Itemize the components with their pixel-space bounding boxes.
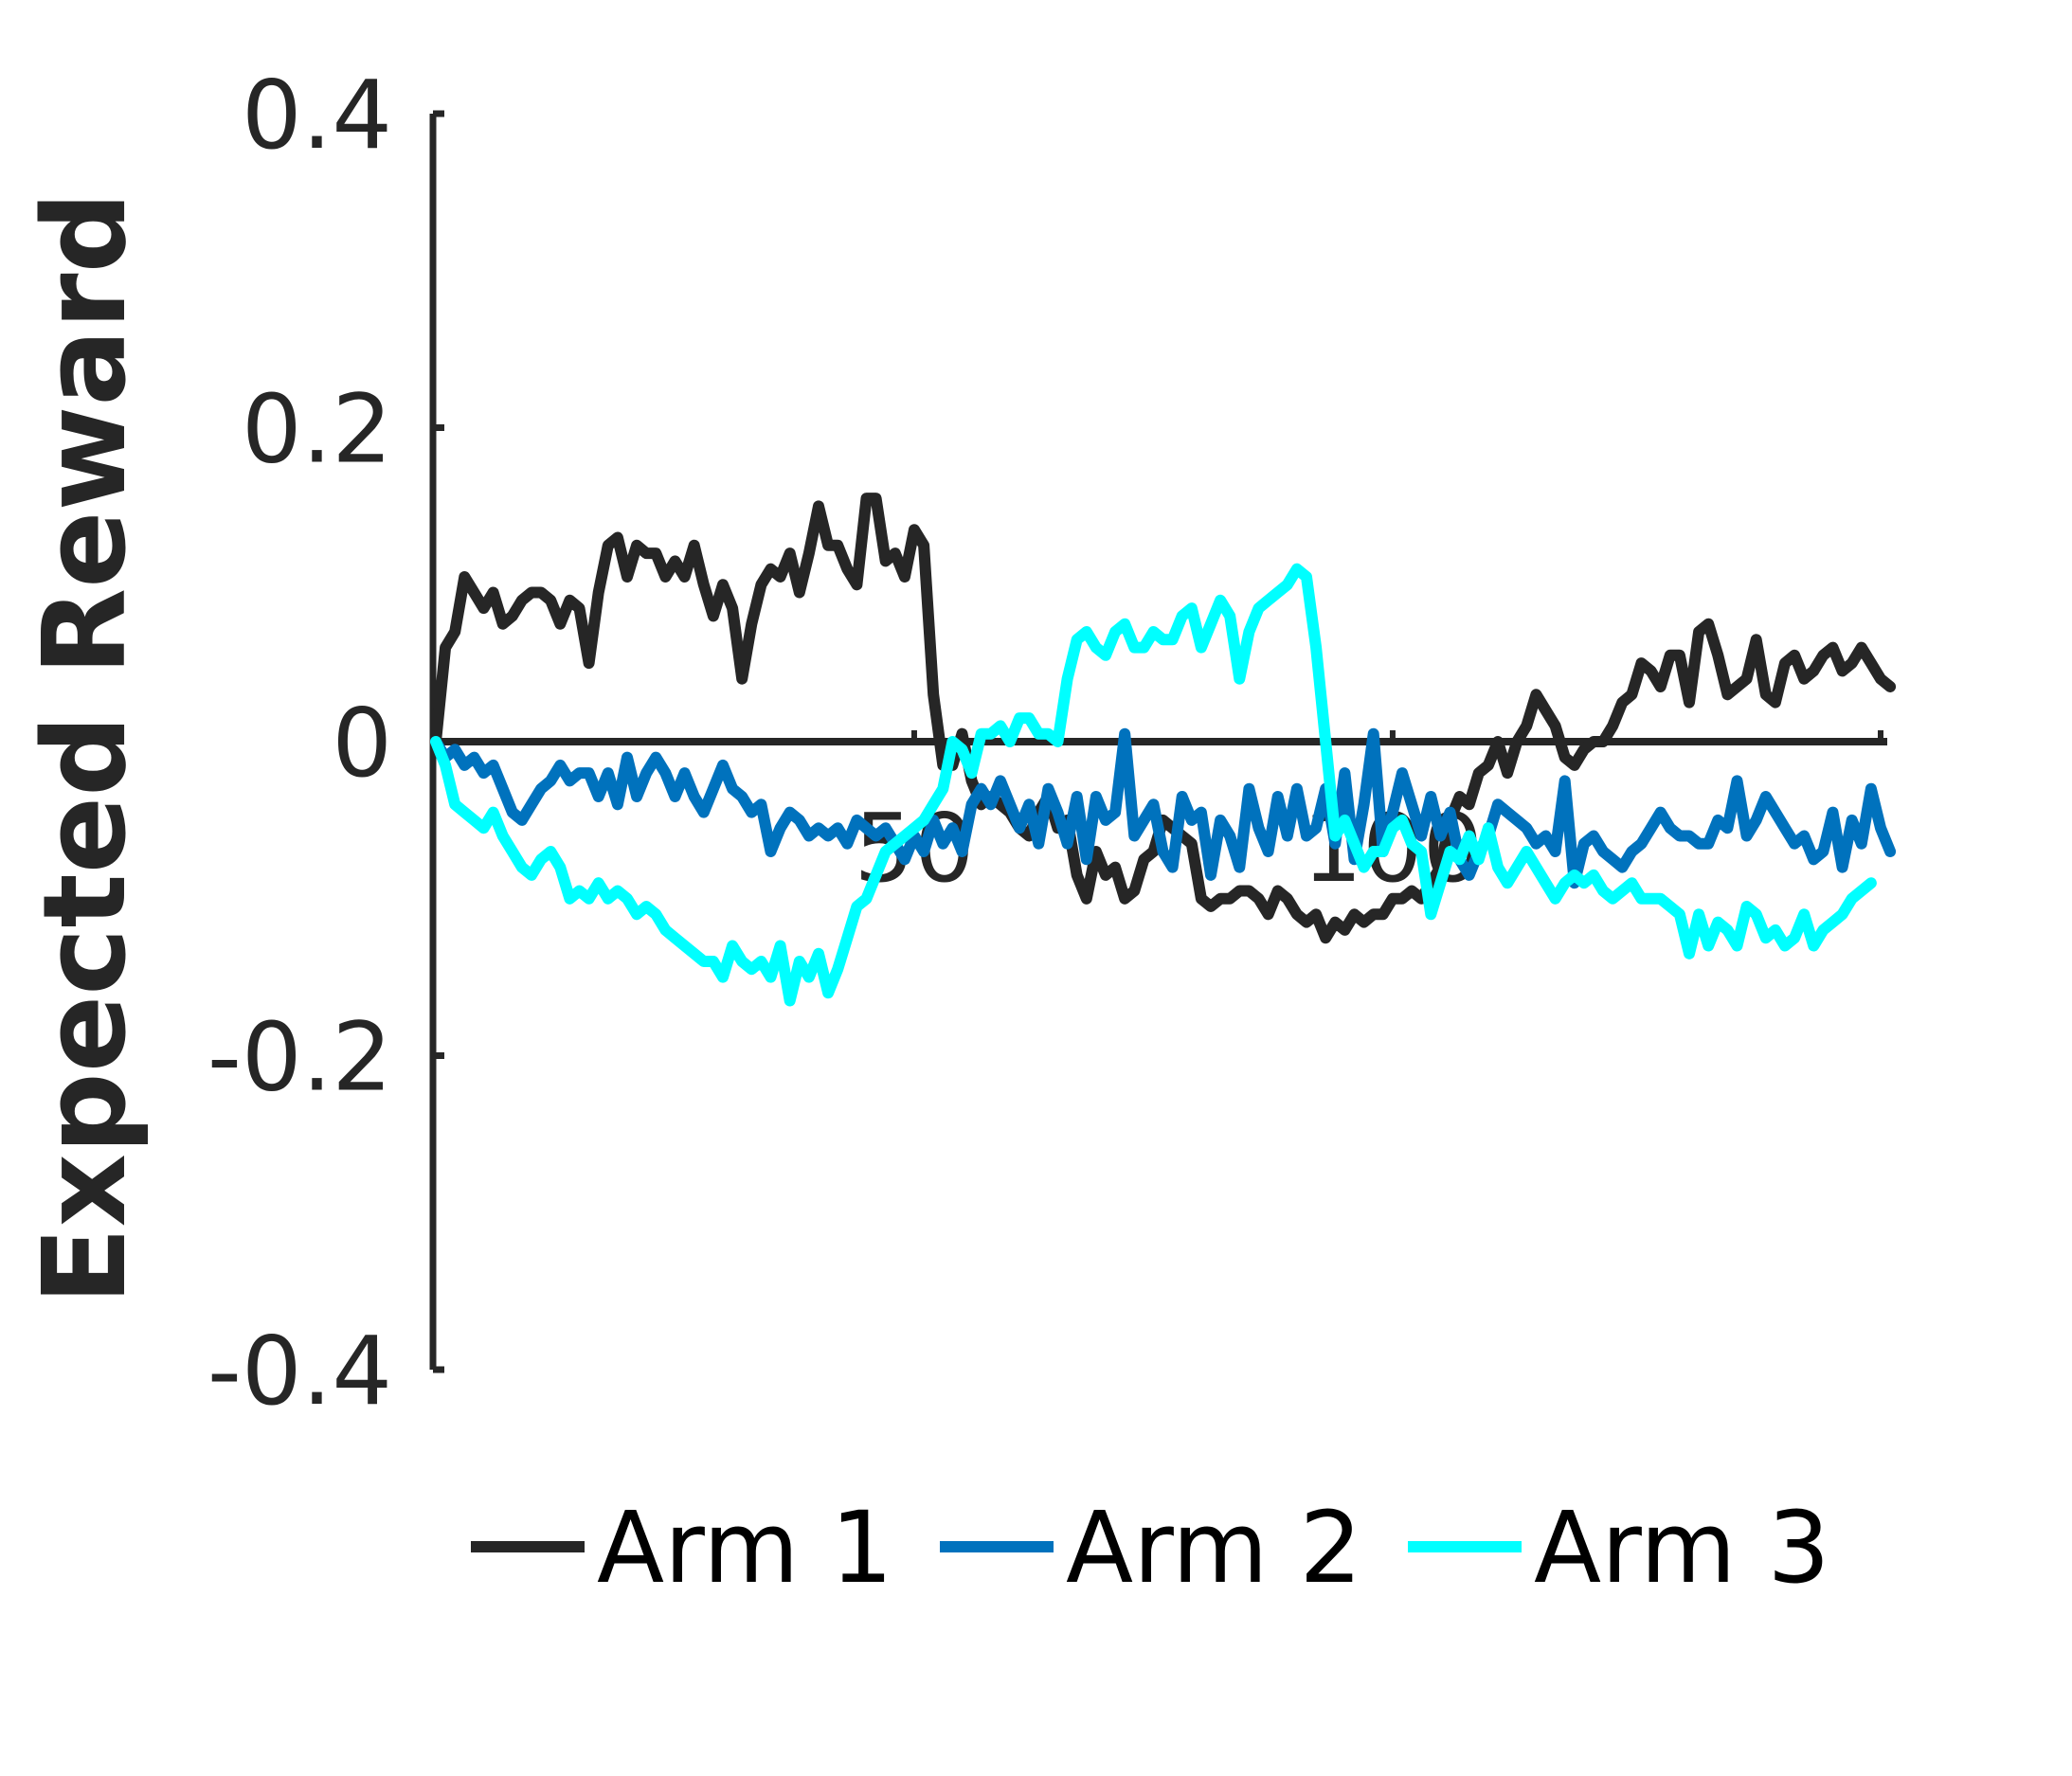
legend: Arm 1 Arm 2 Arm 3	[471, 1490, 1830, 1606]
y-tick-label: -0.2	[207, 1002, 392, 1113]
plot-area: 0.40.20-0.2-0.4 50 100	[207, 60, 1897, 1426]
y-tick-label: -0.4	[207, 1316, 392, 1426]
y-axis-ticks: 0.4 0.2 0 -0.2 -0.4	[207, 60, 444, 1426]
legend-label-arm-2: Arm 2	[1066, 1490, 1362, 1606]
y-tick-label: 0.2	[242, 374, 392, 485]
legend-label-arm-3: Arm 3	[1534, 1490, 1830, 1606]
y-tick-label: 0	[332, 688, 392, 798]
series-line-arm-3	[430, 563, 1877, 1007]
series-line-arm-2	[430, 727, 1897, 889]
series-line-arm-1	[430, 493, 1897, 944]
legend-label-arm-1: Arm 1	[597, 1490, 893, 1606]
series-lines	[430, 493, 1897, 1007]
y-tick-label: 0.4	[242, 60, 392, 170]
y-axis-title: Expected Reward	[20, 192, 152, 1305]
